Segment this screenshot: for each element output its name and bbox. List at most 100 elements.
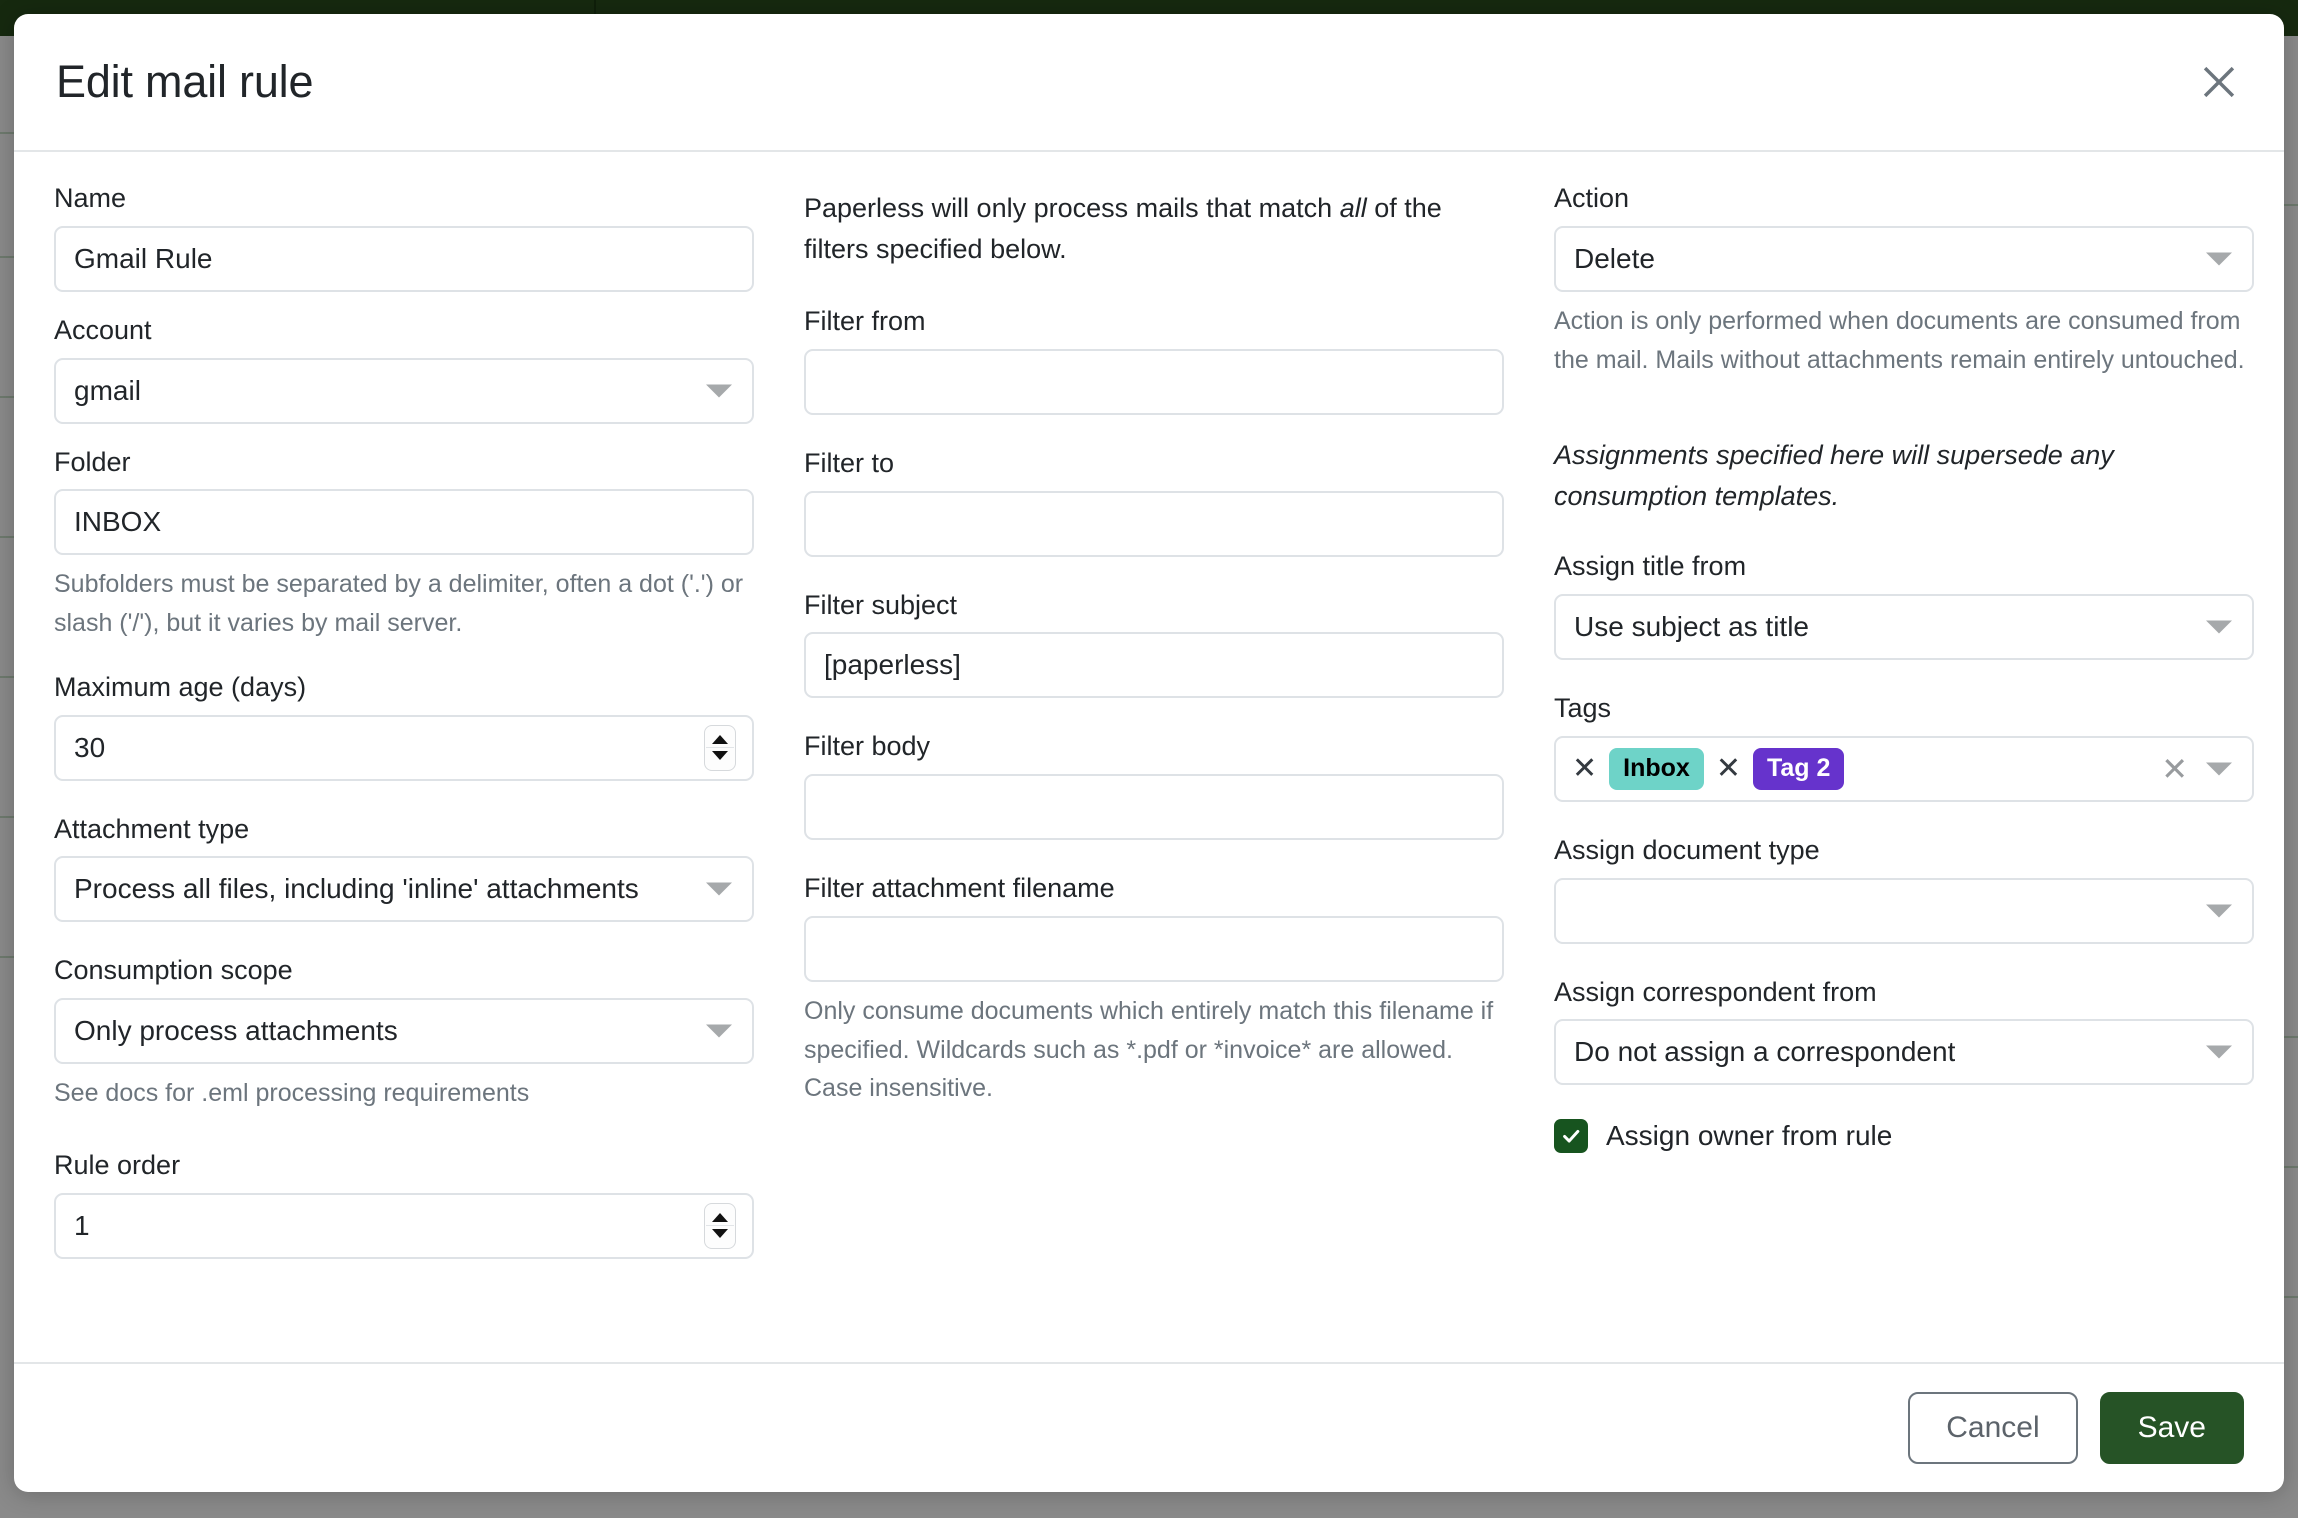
- assign-owner-checkbox[interactable]: [1554, 1119, 1588, 1154]
- maximum-age-stepper[interactable]: 30: [54, 714, 754, 781]
- label-assign-document-type: Assign document type: [1554, 834, 1820, 865]
- field-filter-to: Filter to: [804, 447, 1504, 557]
- rule-order-spinner[interactable]: [704, 1202, 736, 1249]
- tag-label: Tag 2: [1752, 747, 1845, 790]
- remove-tag-icon[interactable]: ✕: [1715, 751, 1741, 785]
- field-filter-attachment-filename: Filter attachment filename Only consume …: [804, 872, 1504, 1108]
- tag-label: Inbox: [1609, 747, 1704, 790]
- label-filter-attachment-filename: Filter attachment filename: [804, 873, 1115, 903]
- rule-order-stepper[interactable]: 1: [54, 1192, 754, 1259]
- filter-subject-input[interactable]: [paperless]: [804, 632, 1504, 699]
- assign-title-from-value: Use subject as title: [1574, 611, 1809, 642]
- field-consumption-scope: Consumption scope Only process attachmen…: [54, 954, 754, 1113]
- chevron-down-icon[interactable]: [712, 751, 728, 760]
- label-tags: Tags: [1554, 693, 1612, 723]
- attachment-type-select[interactable]: Process all files, including 'inline' at…: [54, 856, 754, 923]
- tag-chip: ✕ Inbox: [1570, 747, 1704, 790]
- chevron-down-icon: [2206, 620, 2232, 634]
- chevron-down-icon[interactable]: [712, 1229, 728, 1238]
- dialog-body: Name Gmail Rule Account gmail Folder INB…: [14, 152, 2284, 1362]
- tags-multiselect[interactable]: ✕ Inbox ✕ Tag 2 ✕: [1554, 735, 2254, 802]
- clear-tags-icon[interactable]: ✕: [2161, 750, 2188, 787]
- intro-after: of the filters specified below.: [804, 193, 1442, 264]
- name-input-value: Gmail Rule: [74, 242, 213, 274]
- assign-correspondent-from-select[interactable]: Do not assign a correspondent: [1554, 1019, 2254, 1086]
- action-select[interactable]: Delete: [1554, 225, 2254, 292]
- filters-intro-text: Paperless will only process mails that m…: [804, 188, 1504, 269]
- cancel-button[interactable]: Cancel: [1908, 1392, 2078, 1464]
- edit-mail-rule-dialog: Edit mail rule Name Gmail Rule Account g…: [14, 14, 2284, 1492]
- field-assign-correspondent-from: Assign correspondent from Do not assign …: [1554, 976, 2254, 1086]
- label-filter-to: Filter to: [804, 447, 895, 478]
- filter-attachment-filename-help-text: Only consume documents which entirely ma…: [804, 996, 1494, 1103]
- field-filter-from: Filter from: [804, 305, 1504, 415]
- remove-tag-icon[interactable]: ✕: [1572, 751, 1598, 785]
- chevron-up-icon[interactable]: [712, 1213, 728, 1222]
- chevron-up-icon[interactable]: [712, 735, 728, 744]
- column-actions: Action Delete Action is only performed w…: [1554, 182, 2254, 1362]
- consumption-scope-select[interactable]: Only process attachments: [54, 998, 754, 1064]
- label-filter-subject: Filter subject: [804, 589, 958, 620]
- field-maximum-age: Maximum age (days) 30: [54, 671, 754, 781]
- field-name: Name Gmail Rule: [54, 182, 754, 292]
- close-icon: [2203, 66, 2235, 98]
- action-select-value: Delete: [1574, 242, 1655, 274]
- filter-from-input[interactable]: [804, 348, 1504, 415]
- maximum-age-value: 30: [74, 731, 106, 763]
- assign-owner-from-rule-row[interactable]: Assign owner from rule: [1554, 1119, 2254, 1154]
- assign-correspondent-from-value: Do not assign a correspondent: [1574, 1036, 1956, 1068]
- maximum-age-spinner[interactable]: [704, 724, 736, 771]
- folder-help-text: Subfolders must be separated by a delimi…: [54, 570, 744, 637]
- field-assign-document-type: Assign document type: [1554, 834, 2254, 944]
- chevron-down-icon: [2206, 1045, 2232, 1059]
- assign-title-from-select[interactable]: Use subject as title: [1554, 594, 2254, 660]
- field-filter-subject: Filter subject [paperless]: [804, 589, 1504, 699]
- field-action: Action Delete Action is only performed w…: [1554, 182, 2254, 379]
- check-icon: [1563, 1130, 1580, 1143]
- chevron-down-icon[interactable]: [2206, 762, 2232, 776]
- chevron-down-icon: [2206, 904, 2232, 917]
- folder-input-value: INBOX: [74, 506, 162, 538]
- rule-order-value: 1: [74, 1209, 90, 1241]
- assign-owner-label: Assign owner from rule: [1606, 1120, 1893, 1152]
- dialog-header: Edit mail rule: [14, 14, 2284, 152]
- field-filter-body: Filter body: [804, 730, 1504, 840]
- field-rule-order: Rule order 1: [54, 1149, 754, 1259]
- save-button[interactable]: Save: [2099, 1392, 2244, 1464]
- folder-input[interactable]: INBOX: [54, 489, 754, 556]
- filter-to-input[interactable]: [804, 490, 1504, 557]
- assignments-note: Assignments specified here will supersed…: [1554, 440, 2114, 511]
- column-rule-settings: Name Gmail Rule Account gmail Folder INB…: [54, 182, 754, 1362]
- label-filter-body: Filter body: [804, 731, 931, 762]
- chevron-down-icon: [706, 384, 732, 397]
- intro-emphasis: all: [1339, 193, 1367, 223]
- account-select[interactable]: gmail: [54, 357, 754, 424]
- name-input[interactable]: Gmail Rule: [54, 225, 754, 292]
- label-maximum-age: Maximum age (days): [54, 671, 307, 702]
- label-assign-title-from: Assign title from: [1554, 551, 1747, 582]
- field-account: Account gmail: [54, 314, 754, 424]
- chevron-down-icon: [706, 882, 732, 896]
- field-attachment-type: Attachment type Process all files, inclu…: [54, 813, 754, 923]
- close-button[interactable]: [2192, 55, 2246, 109]
- filter-subject-value: [paperless]: [824, 649, 961, 681]
- label-action: Action: [1554, 183, 1630, 213]
- label-assign-correspondent-from: Assign correspondent from: [1554, 976, 1877, 1007]
- label-attachment-type: Attachment type: [54, 813, 250, 844]
- chevron-down-icon: [2206, 252, 2232, 266]
- consumption-scope-help-text: See docs for .eml processing requirement…: [54, 1079, 530, 1107]
- label-name: Name: [54, 183, 127, 213]
- label-folder: Folder: [54, 446, 131, 477]
- field-tags: Tags ✕ Inbox ✕ Tag 2 ✕: [1554, 692, 2254, 802]
- intro-before: Paperless will only process mails that m…: [804, 193, 1340, 223]
- label-rule-order: Rule order: [54, 1149, 181, 1180]
- field-folder: Folder INBOX Subfolders must be separate…: [54, 446, 754, 643]
- filter-attachment-filename-input[interactable]: [804, 915, 1504, 982]
- action-help-text: Action is only performed when documents …: [1554, 306, 2245, 374]
- page-title: Edit mail rule: [56, 56, 314, 107]
- assign-document-type-select[interactable]: [1554, 877, 2254, 944]
- column-filters: Paperless will only process mails that m…: [804, 182, 1504, 1362]
- filter-body-input[interactable]: [804, 774, 1504, 840]
- label-account: Account: [54, 314, 152, 345]
- field-assign-title-from: Assign title from Use subject as title: [1554, 550, 2254, 660]
